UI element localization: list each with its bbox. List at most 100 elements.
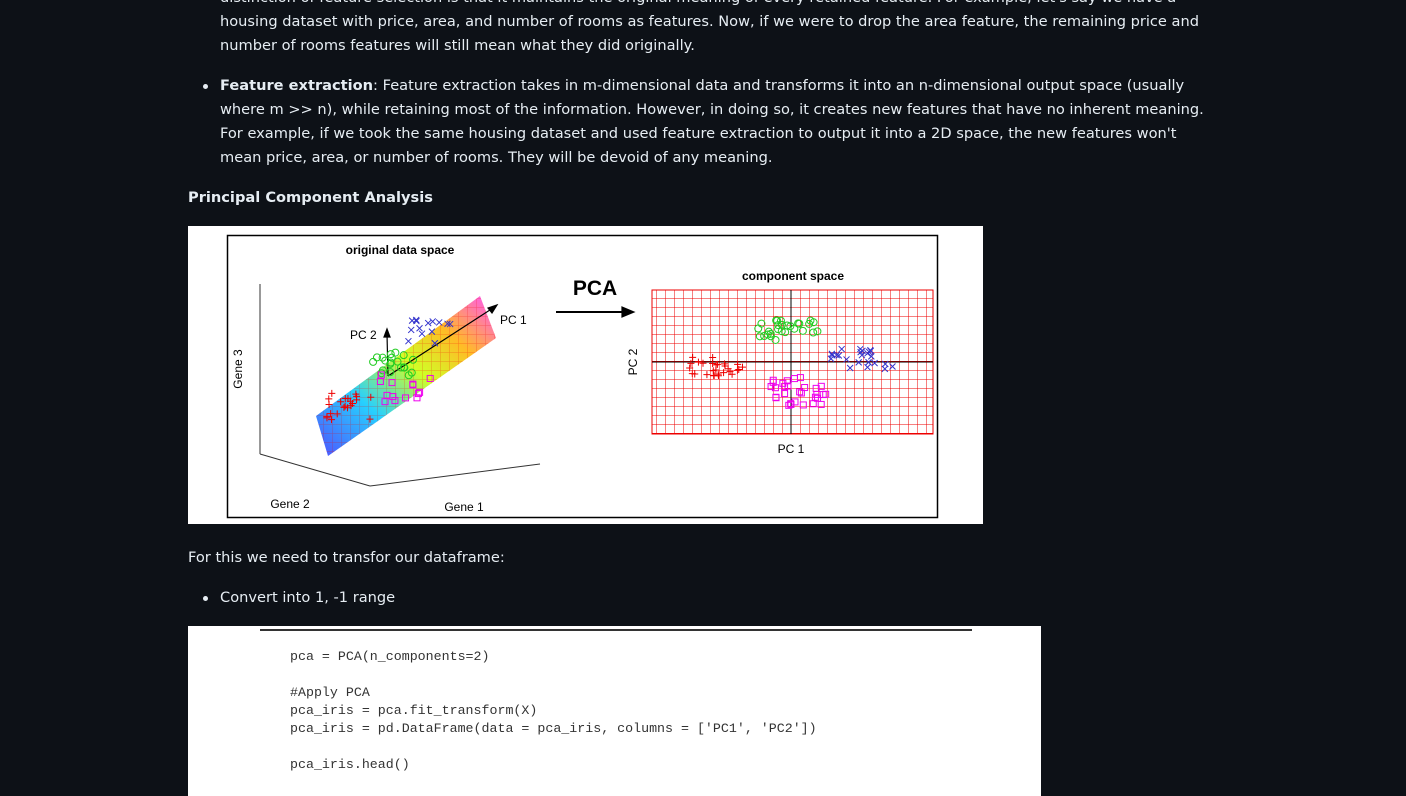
glyph <box>779 379 787 387</box>
glyph <box>813 390 821 398</box>
bullet-term: Feature extraction <box>220 77 374 94</box>
glyph <box>755 332 764 341</box>
glyph <box>413 394 421 402</box>
glyph <box>767 383 775 391</box>
glyph <box>867 353 875 360</box>
bullet-text: Convert into 1, -1 range <box>220 589 396 606</box>
pca-label: PCA <box>573 277 617 300</box>
code-line: pca = PCA(n_components=2) <box>290 649 490 664</box>
code-line: #Apply PCA <box>290 685 370 700</box>
glyph <box>327 410 335 418</box>
glyph <box>325 400 333 408</box>
glyph <box>333 410 341 418</box>
code-image: pca = PCA(n_components=2) #Apply PCA pca_i… <box>188 626 1041 796</box>
glyph <box>402 394 410 402</box>
glyph <box>817 400 825 408</box>
glyph <box>790 324 799 333</box>
glyph <box>881 360 889 368</box>
glyph <box>773 316 782 325</box>
glyph <box>720 369 728 377</box>
glyph <box>369 357 378 366</box>
glyph <box>766 329 775 338</box>
glyph <box>809 328 818 337</box>
glyph <box>367 393 375 401</box>
gene2-label: Gene 2 <box>270 497 310 511</box>
code-line: pca_iris = pd.DataFrame(data = pca_iris,… <box>290 721 817 736</box>
glyph <box>416 324 423 332</box>
glyph <box>699 359 707 367</box>
glyph <box>328 389 336 397</box>
glyph <box>781 328 790 337</box>
glyph <box>709 360 717 368</box>
paragraph: distinction of feature selection is that… <box>220 0 1200 54</box>
glyph <box>855 359 863 366</box>
glyph <box>796 388 804 396</box>
glyph <box>353 396 361 404</box>
glyph <box>813 327 822 336</box>
glyph <box>846 364 854 372</box>
glyph <box>703 371 711 379</box>
glyph <box>337 398 345 406</box>
glyph <box>822 390 830 398</box>
glyph <box>418 330 426 338</box>
glyph <box>710 372 718 380</box>
glyph <box>407 326 415 334</box>
right-title: component space <box>742 269 844 283</box>
glyph <box>772 393 780 401</box>
glyph <box>431 339 439 347</box>
glyph <box>399 351 408 360</box>
glyph <box>843 356 850 363</box>
code-group: pca = PCA(n_components=2) <box>290 648 817 666</box>
glyph <box>386 350 395 359</box>
glyph <box>786 322 795 331</box>
glyph <box>828 351 836 359</box>
glyph <box>777 320 786 329</box>
gene3-label: Gene 3 <box>231 349 245 389</box>
glyph <box>424 319 432 327</box>
bullet-text: Feature extraction: Feature extraction t… <box>220 74 1205 170</box>
code-line: pca_iris.head() <box>290 757 410 772</box>
glyph <box>429 318 437 325</box>
glyph <box>689 353 697 361</box>
axes-3d <box>259 284 541 487</box>
glyph <box>386 368 395 377</box>
glyph <box>396 363 405 372</box>
glyph <box>687 359 695 367</box>
gene1-label: Gene 1 <box>444 500 484 514</box>
glyph <box>426 374 434 382</box>
glyph <box>776 316 785 325</box>
comp-y-label: PC 2 <box>626 348 640 375</box>
glyph <box>735 366 743 374</box>
glyph <box>372 353 381 362</box>
glyph <box>734 360 742 368</box>
glyph <box>686 364 694 372</box>
glyph <box>828 350 836 358</box>
glyph <box>787 400 795 408</box>
glyph <box>391 397 399 405</box>
scatter-points <box>323 316 896 424</box>
glyph <box>378 366 387 375</box>
glyph <box>864 363 871 371</box>
glyph <box>795 319 804 328</box>
glyph <box>856 345 864 353</box>
glyph <box>798 326 807 335</box>
pca-figure: original data space PCA component space … <box>188 226 983 524</box>
glyph <box>399 363 408 372</box>
glyph <box>712 361 720 369</box>
code-group: #Apply PCA pca_iris = pca.fit_transform(X… <box>290 684 817 738</box>
code-rule <box>260 629 972 631</box>
glyph <box>405 337 412 345</box>
glyph <box>381 356 390 365</box>
glyph <box>444 320 451 328</box>
glyph <box>391 348 400 357</box>
left-title: original data space <box>346 243 455 257</box>
glyph <box>407 368 416 377</box>
glyph <box>865 358 872 366</box>
glyph <box>346 397 354 405</box>
code-group: pca_iris.head() <box>290 756 817 774</box>
glyph <box>389 393 397 401</box>
glyph <box>709 354 717 362</box>
glyph <box>721 360 729 368</box>
glyph <box>694 358 702 366</box>
